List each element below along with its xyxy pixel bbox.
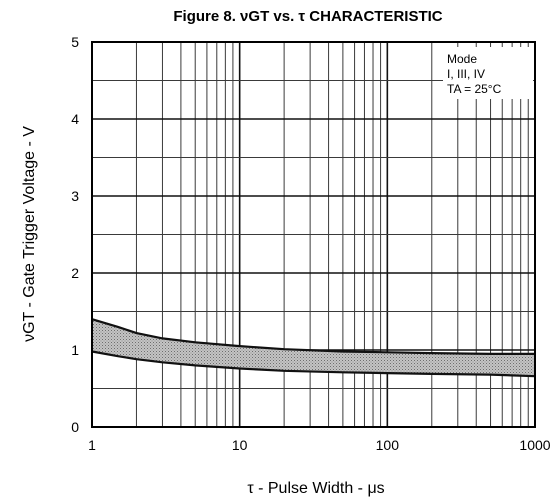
annotation-quadrants: I, III, IV bbox=[447, 67, 485, 81]
y-tick-label: 0 bbox=[71, 419, 79, 435]
annotation-temperature: TA = 25°C bbox=[447, 82, 502, 96]
chart-title: Figure 8. νGT vs. τ CHARACTERISTIC bbox=[173, 8, 442, 25]
y-tick-label: 2 bbox=[71, 265, 79, 281]
y-axis-label: νGT - Gate Trigger Voltage - V bbox=[21, 126, 38, 342]
axis-layer bbox=[91, 41, 536, 428]
x-tick-label: 10 bbox=[232, 437, 248, 453]
plot-frame bbox=[91, 41, 536, 428]
trigger-voltage-band bbox=[92, 319, 535, 377]
y-tick-label: 3 bbox=[71, 188, 79, 204]
mode-annotation: Mode I, III, IV TA = 25°C bbox=[443, 47, 533, 99]
x-axis-label: τ - Pulse Width - μs bbox=[247, 480, 384, 497]
y-tick-label: 1 bbox=[71, 342, 79, 358]
annotation-box bbox=[443, 47, 533, 99]
x-tick-label: 1 bbox=[88, 437, 96, 453]
y-tick-label: 4 bbox=[71, 111, 79, 127]
x-tick-label: 100 bbox=[376, 437, 400, 453]
y-tick-label: 5 bbox=[71, 34, 79, 50]
lower-limit-curve bbox=[91, 350, 536, 378]
x-tick-label: 1000 bbox=[519, 437, 550, 453]
upper-limit-curve bbox=[91, 318, 535, 355]
band-layer bbox=[91, 318, 536, 378]
annotation-mode: Mode bbox=[447, 52, 477, 66]
